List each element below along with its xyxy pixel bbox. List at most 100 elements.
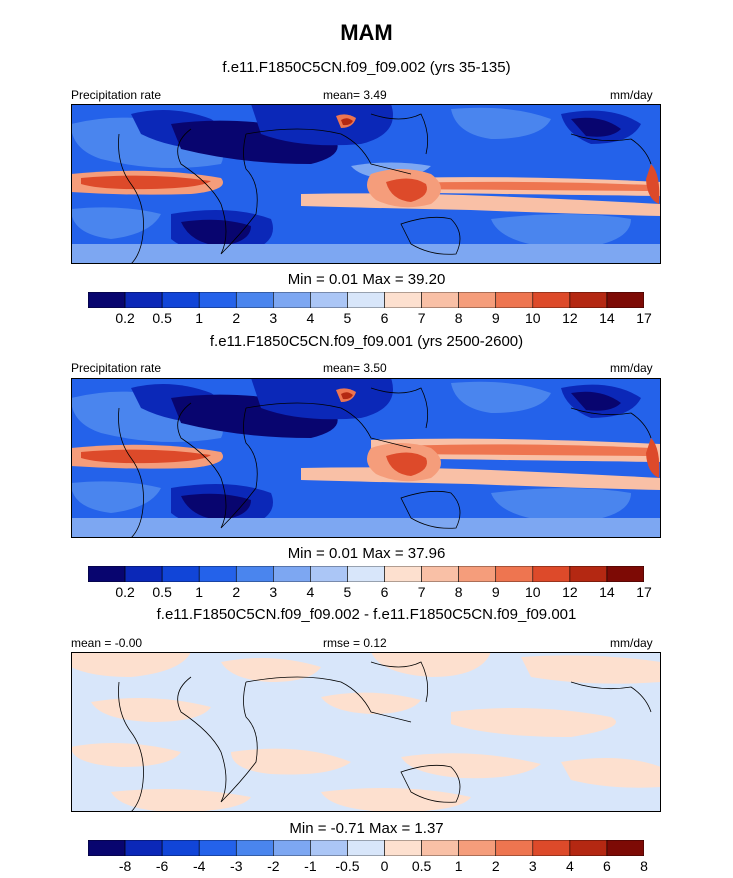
panel-1-units-label: mm/day [610, 88, 653, 102]
colorbar-tick-label: 0.2 [115, 310, 135, 326]
colorbar-tick-label: -0.5 [335, 858, 360, 874]
colorbar-swatch [124, 292, 163, 308]
panel-3-title: f.e11.F1850C5CN.f09_f09.002 - f.e11.F185… [156, 606, 577, 623]
colorbar-swatch [458, 292, 497, 308]
colorbar-swatch [458, 840, 497, 856]
panel-2-min-max: Min = 0.01 Max = 37.96 [287, 545, 446, 562]
panel-1-variable-label: Precipitation rate [71, 88, 162, 102]
panel-3-map [71, 652, 661, 812]
colorbar-tick-label: 0.2 [115, 584, 135, 600]
colorbar-tick-label: 12 [562, 584, 578, 600]
colorbar-swatch [384, 292, 422, 308]
panel-3-colorbar [88, 840, 644, 856]
colorbar-tick-label: 5 [343, 310, 352, 326]
colorbar-swatch [124, 840, 163, 856]
colorbar-swatch [532, 292, 571, 308]
colorbar-swatch [347, 566, 385, 582]
panel-1-mean-label: mean= 3.49 [323, 88, 387, 102]
colorbar-tick-label: 10 [525, 584, 541, 600]
colorbar-tick-label: 1 [195, 310, 204, 326]
colorbar-swatch [606, 840, 644, 856]
colorbar-swatch [569, 292, 608, 308]
colorbar-swatch [421, 566, 459, 582]
colorbar-swatch [273, 566, 311, 582]
colorbar-tick-label: 9 [491, 584, 500, 600]
panel-2-colorbar-labels: 0.2 0.5 1 2 3 4 5 6 7 8 9 10 12 14 17 [88, 584, 651, 602]
colorbar-swatch [198, 292, 237, 308]
colorbar-tick-label: 4 [306, 310, 315, 326]
panel-3-rmse-label: rmse = 0.12 [323, 636, 387, 650]
colorbar-tick-label: 17 [636, 584, 652, 600]
colorbar-tick-label: 0.5 [411, 858, 432, 874]
panel-1-min-max: Min = 0.01 Max = 39.20 [287, 271, 446, 288]
colorbar-swatch [421, 840, 459, 856]
panel-1-colorbar-labels: 0.2 0.5 1 2 3 4 5 6 7 8 9 10 12 14 17 [88, 310, 651, 328]
panel-1-title: f.e11.F1850C5CN.f09_f09.002 (yrs 35-135) [222, 59, 511, 76]
colorbar-tick-label: 8 [454, 584, 463, 600]
colorbar-tick-label: 3 [269, 310, 278, 326]
colorbar-tick-label: 9 [491, 310, 500, 326]
colorbar-tick-label: 4 [565, 858, 574, 874]
panel-3-min-max: Min = -0.71 Max = 1.37 [289, 820, 444, 837]
colorbar-tick-label: 14 [599, 584, 615, 600]
colorbar-tick-label: 0.5 [152, 310, 172, 326]
colorbar-swatch [88, 566, 126, 582]
colorbar-swatch [421, 292, 459, 308]
colorbar-tick-label: 2 [232, 584, 241, 600]
colorbar-tick-label: 10 [525, 310, 541, 326]
colorbar-swatch [273, 292, 311, 308]
colorbar-swatch [161, 292, 200, 308]
colorbar-tick-label: 12 [562, 310, 578, 326]
colorbar-tick-label: 7 [417, 310, 426, 326]
colorbar-swatch [88, 840, 126, 856]
colorbar-swatch [384, 566, 422, 582]
panel-2-mean-label: mean= 3.50 [323, 361, 387, 375]
colorbar-tick-label: -1 [304, 858, 317, 874]
colorbar-tick-label: 0 [380, 858, 389, 874]
figure-title: MAM [340, 20, 393, 45]
colorbar-swatch [532, 840, 571, 856]
colorbar-tick-label: -3 [230, 858, 243, 874]
panel-3-mean-label: mean = -0.00 [71, 636, 143, 650]
panel-2-map [71, 378, 661, 538]
colorbar-tick-label: -4 [192, 858, 206, 874]
panel-3-colorbar-labels: -8 -6 -4 -3 -2 -1 -0.5 0 0.5 1 2 3 4 6 8 [88, 858, 648, 876]
colorbar-tick-label: -8 [118, 858, 132, 874]
colorbar-tick-label: -6 [155, 858, 169, 874]
panel-1-colorbar [88, 292, 644, 308]
colorbar-tick-label: 17 [636, 310, 652, 326]
colorbar-tick-label: 8 [454, 310, 463, 326]
colorbar-tick-label: 3 [528, 858, 537, 874]
colorbar-swatch [198, 566, 237, 582]
colorbar-swatch [198, 840, 237, 856]
colorbar-tick-label: 14 [599, 310, 615, 326]
colorbar-swatch [495, 292, 534, 308]
colorbar-tick-label: 6 [603, 858, 611, 874]
colorbar-tick-label: 0.5 [152, 584, 172, 600]
colorbar-tick-label: 8 [640, 858, 648, 874]
panel-2-variable-label: Precipitation rate [71, 361, 162, 375]
colorbar-swatch [310, 292, 348, 308]
colorbar-swatch [458, 566, 497, 582]
colorbar-swatch [347, 292, 385, 308]
colorbar-tick-label: 7 [417, 584, 426, 600]
colorbar-swatch [124, 566, 163, 582]
colorbar-swatch [161, 840, 200, 856]
colorbar-swatch [273, 840, 311, 856]
colorbar-tick-label: -2 [267, 858, 280, 874]
colorbar-tick-label: 4 [306, 584, 315, 600]
colorbar-swatch [384, 840, 422, 856]
colorbar-swatch [235, 566, 274, 582]
colorbar-swatch [495, 840, 534, 856]
colorbar-tick-label: 2 [491, 858, 500, 874]
colorbar-tick-label: 1 [454, 858, 463, 874]
colorbar-tick-label: 1 [195, 584, 204, 600]
colorbar-tick-label: 6 [380, 584, 389, 600]
colorbar-swatch [569, 840, 608, 856]
colorbar-swatch [495, 566, 534, 582]
colorbar-swatch [310, 566, 348, 582]
colorbar-swatch [606, 566, 644, 582]
colorbar-swatch [235, 840, 274, 856]
colorbar-swatch [235, 292, 274, 308]
colorbar-tick-label: 3 [269, 584, 278, 600]
